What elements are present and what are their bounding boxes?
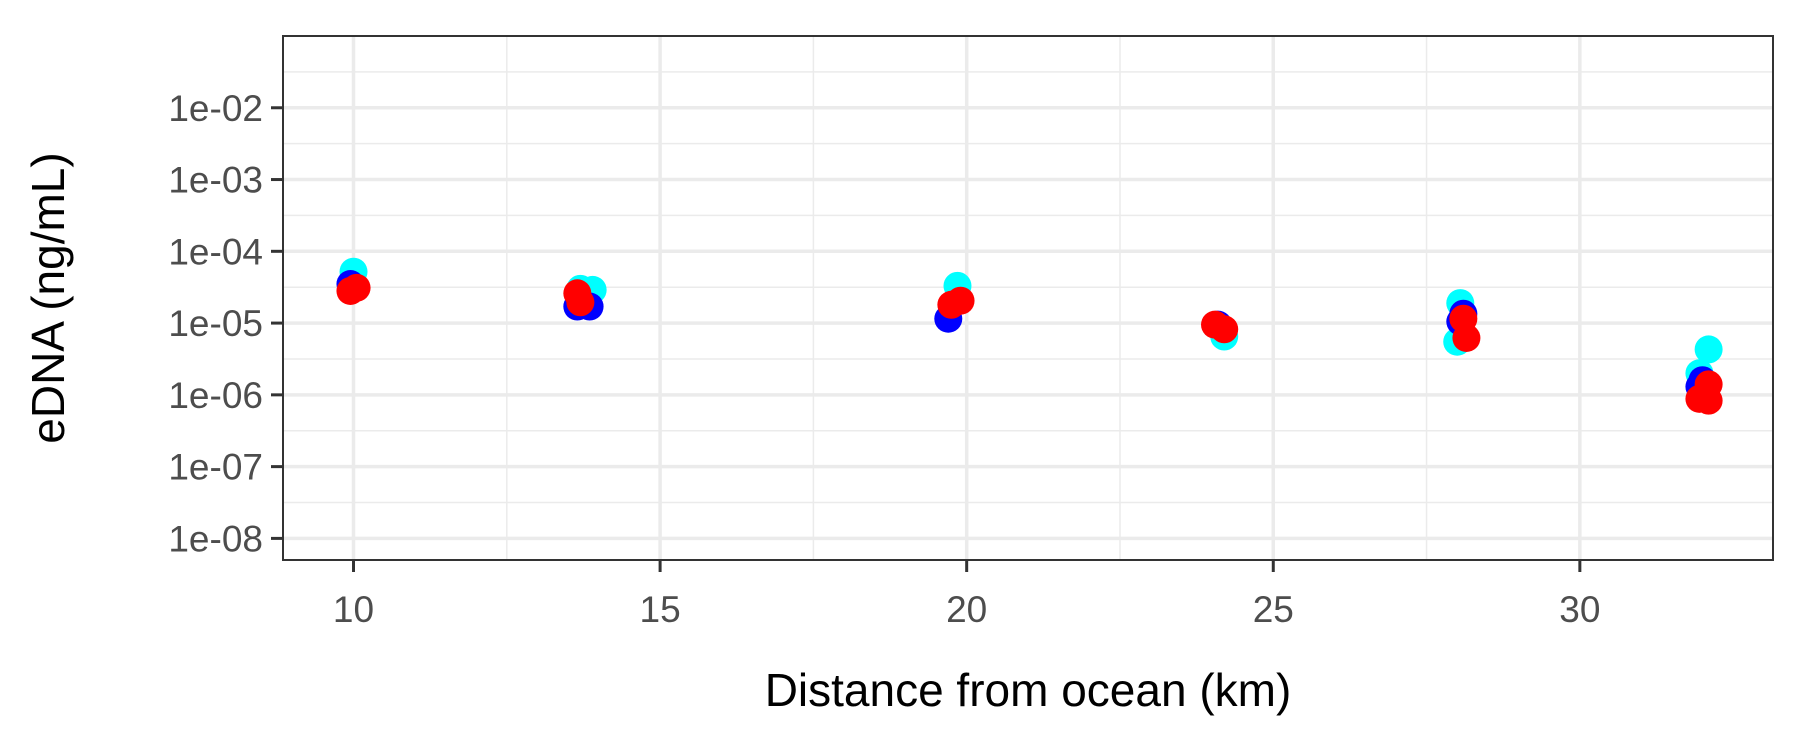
data-point bbox=[566, 288, 595, 317]
y-axis: 1e-08 1e-07 1e-06 1e-05 1e-04 1e-03 1e-02 bbox=[168, 88, 283, 559]
y-tick-label: 1e-07 bbox=[168, 447, 263, 488]
data-point bbox=[1694, 335, 1723, 364]
minor-gridlines bbox=[283, 36, 1773, 560]
y-tick-label: 1e-08 bbox=[168, 518, 263, 559]
data-point bbox=[342, 273, 371, 302]
data-point bbox=[1694, 370, 1723, 399]
y-tick-label: 1e-02 bbox=[168, 88, 263, 129]
x-tick-label: 10 bbox=[333, 589, 374, 630]
plot-panel-background bbox=[283, 36, 1773, 560]
y-tick-label: 1e-03 bbox=[168, 160, 263, 201]
plot-panel-border bbox=[282, 35, 1774, 561]
y-tick-label: 1e-06 bbox=[168, 375, 263, 416]
y-tick-label: 1e-05 bbox=[168, 303, 263, 344]
data-points bbox=[336, 257, 1723, 415]
x-axis-title: Distance from ocean (km) bbox=[765, 664, 1292, 716]
x-axis: 10 15 20 25 30 bbox=[333, 560, 1600, 630]
x-tick-label: 20 bbox=[946, 589, 987, 630]
data-point bbox=[1452, 323, 1481, 352]
data-point bbox=[946, 286, 975, 315]
x-tick-label: 25 bbox=[1253, 589, 1294, 630]
y-axis-title: eDNA (ng/mL) bbox=[22, 152, 74, 443]
y-tick-label: 1e-04 bbox=[168, 231, 263, 272]
data-point bbox=[1210, 315, 1239, 344]
x-tick-label: 30 bbox=[1559, 589, 1600, 630]
x-tick-label: 15 bbox=[640, 589, 681, 630]
